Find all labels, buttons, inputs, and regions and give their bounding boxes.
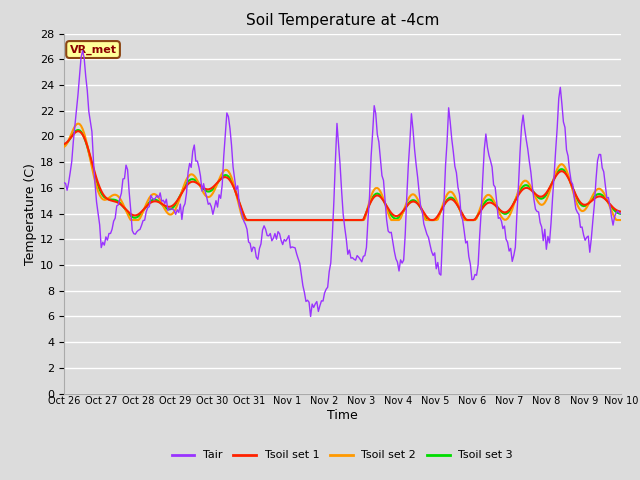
Title: Soil Temperature at -4cm: Soil Temperature at -4cm [246,13,439,28]
X-axis label: Time: Time [327,409,358,422]
Y-axis label: Temperature (C): Temperature (C) [24,163,37,264]
Text: VR_met: VR_met [70,44,116,55]
Legend: Tair, Tsoil set 1, Tsoil set 2, Tsoil set 3: Tair, Tsoil set 1, Tsoil set 2, Tsoil se… [167,446,518,465]
